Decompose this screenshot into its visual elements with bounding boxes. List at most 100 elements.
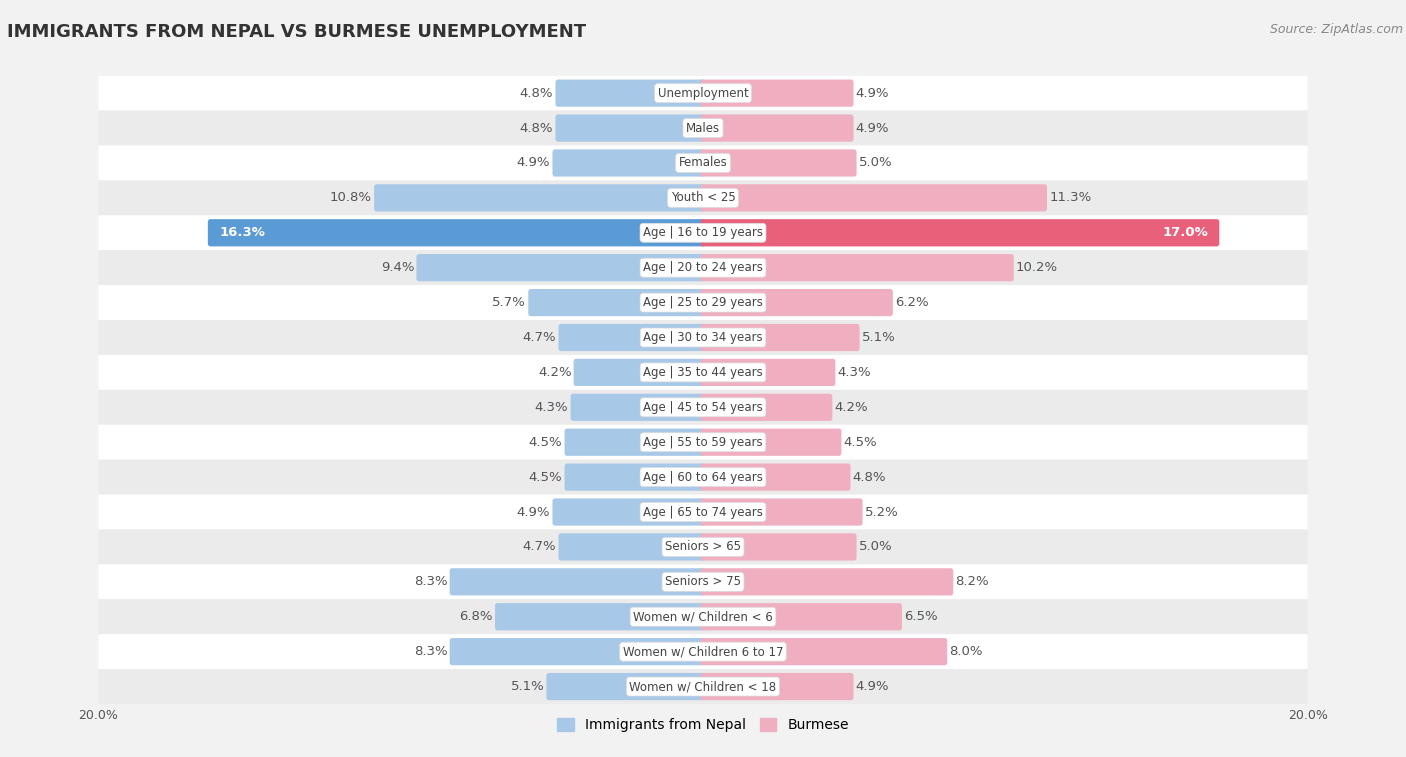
FancyBboxPatch shape [555,114,706,142]
FancyBboxPatch shape [450,569,706,596]
Text: Females: Females [679,157,727,170]
Text: 5.0%: 5.0% [859,540,893,553]
Text: Age | 25 to 29 years: Age | 25 to 29 years [643,296,763,309]
Text: Age | 35 to 44 years: Age | 35 to 44 years [643,366,763,379]
FancyBboxPatch shape [565,428,706,456]
Text: Age | 16 to 19 years: Age | 16 to 19 years [643,226,763,239]
FancyBboxPatch shape [700,569,953,596]
Text: Youth < 25: Youth < 25 [671,192,735,204]
Text: 4.3%: 4.3% [838,366,872,379]
FancyBboxPatch shape [700,114,853,142]
FancyBboxPatch shape [98,76,1308,111]
FancyBboxPatch shape [98,529,1308,565]
Text: 5.2%: 5.2% [865,506,898,519]
FancyBboxPatch shape [565,463,706,491]
FancyBboxPatch shape [547,673,706,700]
Text: 4.5%: 4.5% [529,436,562,449]
FancyBboxPatch shape [700,79,853,107]
FancyBboxPatch shape [700,394,832,421]
FancyBboxPatch shape [700,603,901,631]
FancyBboxPatch shape [558,534,706,560]
Text: 4.9%: 4.9% [517,506,550,519]
Text: 8.0%: 8.0% [949,645,983,658]
Text: 4.2%: 4.2% [538,366,571,379]
FancyBboxPatch shape [98,251,1308,285]
FancyBboxPatch shape [98,600,1308,634]
Text: 4.5%: 4.5% [844,436,877,449]
Text: 11.3%: 11.3% [1049,192,1091,204]
FancyBboxPatch shape [700,428,841,456]
Text: 4.5%: 4.5% [529,471,562,484]
FancyBboxPatch shape [98,320,1308,355]
Text: Source: ZipAtlas.com: Source: ZipAtlas.com [1270,23,1403,36]
FancyBboxPatch shape [98,111,1308,145]
FancyBboxPatch shape [700,359,835,386]
Text: 10.8%: 10.8% [330,192,373,204]
Text: 4.9%: 4.9% [517,157,550,170]
FancyBboxPatch shape [98,494,1308,529]
Text: 6.2%: 6.2% [896,296,928,309]
Text: Seniors > 65: Seniors > 65 [665,540,741,553]
Text: 8.3%: 8.3% [413,645,447,658]
FancyBboxPatch shape [700,149,856,176]
FancyBboxPatch shape [700,673,853,700]
Text: Age | 45 to 54 years: Age | 45 to 54 years [643,400,763,414]
Text: 4.7%: 4.7% [523,331,557,344]
Text: 8.3%: 8.3% [413,575,447,588]
FancyBboxPatch shape [98,285,1308,320]
Text: 5.7%: 5.7% [492,296,526,309]
Text: 4.8%: 4.8% [520,86,554,100]
Text: IMMIGRANTS FROM NEPAL VS BURMESE UNEMPLOYMENT: IMMIGRANTS FROM NEPAL VS BURMESE UNEMPLO… [7,23,586,41]
FancyBboxPatch shape [555,79,706,107]
FancyBboxPatch shape [529,289,706,316]
FancyBboxPatch shape [98,425,1308,459]
FancyBboxPatch shape [98,669,1308,704]
Text: Males: Males [686,122,720,135]
Text: 4.9%: 4.9% [856,86,889,100]
FancyBboxPatch shape [98,355,1308,390]
FancyBboxPatch shape [553,149,706,176]
FancyBboxPatch shape [700,638,948,665]
FancyBboxPatch shape [700,498,863,525]
FancyBboxPatch shape [98,459,1308,494]
FancyBboxPatch shape [700,463,851,491]
FancyBboxPatch shape [450,638,706,665]
Text: 5.1%: 5.1% [510,680,544,693]
Text: Age | 55 to 59 years: Age | 55 to 59 years [643,436,763,449]
Text: 4.3%: 4.3% [534,400,568,414]
Text: 6.5%: 6.5% [904,610,938,623]
FancyBboxPatch shape [98,634,1308,669]
FancyBboxPatch shape [98,215,1308,251]
Text: 16.3%: 16.3% [219,226,266,239]
Text: Age | 30 to 34 years: Age | 30 to 34 years [643,331,763,344]
FancyBboxPatch shape [700,220,1219,246]
Text: 17.0%: 17.0% [1163,226,1208,239]
Text: Women w/ Children < 6: Women w/ Children < 6 [633,610,773,623]
FancyBboxPatch shape [700,184,1047,211]
FancyBboxPatch shape [416,254,706,282]
FancyBboxPatch shape [98,390,1308,425]
FancyBboxPatch shape [208,220,706,246]
Text: 4.9%: 4.9% [856,122,889,135]
Text: 5.1%: 5.1% [862,331,896,344]
FancyBboxPatch shape [558,324,706,351]
Legend: Immigrants from Nepal, Burmese: Immigrants from Nepal, Burmese [551,713,855,738]
FancyBboxPatch shape [574,359,706,386]
FancyBboxPatch shape [571,394,706,421]
Text: 8.2%: 8.2% [956,575,988,588]
FancyBboxPatch shape [374,184,706,211]
Text: Age | 60 to 64 years: Age | 60 to 64 years [643,471,763,484]
Text: Age | 20 to 24 years: Age | 20 to 24 years [643,261,763,274]
Text: Seniors > 75: Seniors > 75 [665,575,741,588]
Text: 4.8%: 4.8% [852,471,886,484]
Text: 4.9%: 4.9% [856,680,889,693]
FancyBboxPatch shape [700,534,856,560]
FancyBboxPatch shape [700,289,893,316]
Text: 4.7%: 4.7% [523,540,557,553]
Text: 4.2%: 4.2% [835,400,868,414]
Text: Age | 65 to 74 years: Age | 65 to 74 years [643,506,763,519]
Text: Women w/ Children 6 to 17: Women w/ Children 6 to 17 [623,645,783,658]
Text: Women w/ Children < 18: Women w/ Children < 18 [630,680,776,693]
FancyBboxPatch shape [98,180,1308,215]
FancyBboxPatch shape [98,565,1308,600]
